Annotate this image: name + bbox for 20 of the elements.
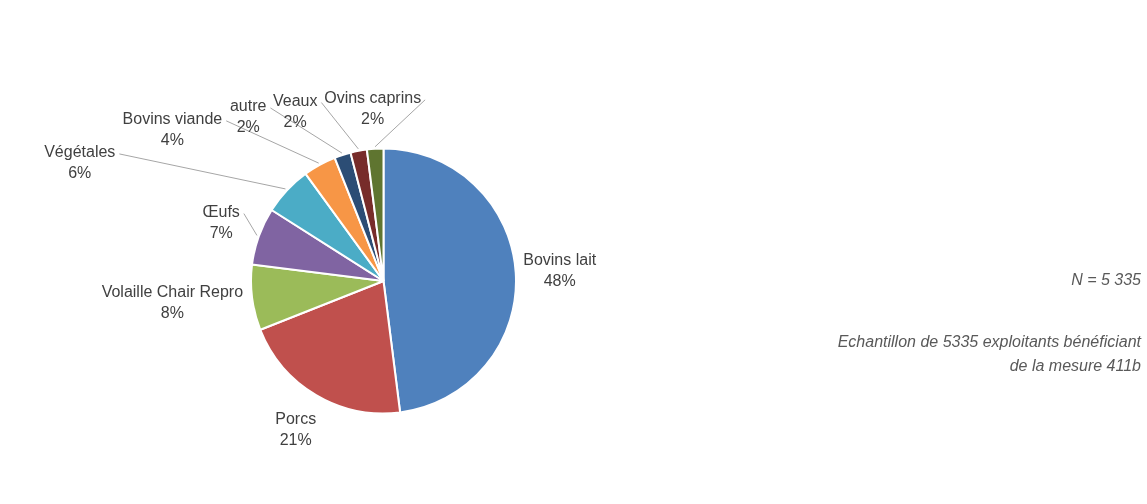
data-label: 4% xyxy=(160,131,184,149)
slice-label: Veaux xyxy=(272,91,318,109)
data-label: 8% xyxy=(160,304,184,322)
data-label: 7% xyxy=(209,223,233,241)
data-label: 2% xyxy=(283,112,307,130)
data-label: 2% xyxy=(361,110,385,128)
slice-label: Bovins lait xyxy=(523,250,597,268)
slice-label: Œufs xyxy=(202,202,240,220)
slice-label: Végétales xyxy=(44,143,116,161)
data-label: 2% xyxy=(236,118,260,136)
slice-label: Bovins viande xyxy=(122,110,223,128)
text: Echantillon de 5335 exploitants bénéficiant de la mesure 411b xyxy=(836,332,1141,376)
text: N = 5 335 xyxy=(1070,270,1141,290)
data-label: 6% xyxy=(68,164,92,182)
slice-label: Porcs xyxy=(275,409,317,427)
data-label: 48% xyxy=(543,271,576,289)
slice-label: Volaille Chair Repro xyxy=(101,283,244,301)
slice-label: autre xyxy=(229,97,267,115)
data-label: 21% xyxy=(279,430,312,448)
slice-label: Ovins caprins xyxy=(324,89,422,107)
